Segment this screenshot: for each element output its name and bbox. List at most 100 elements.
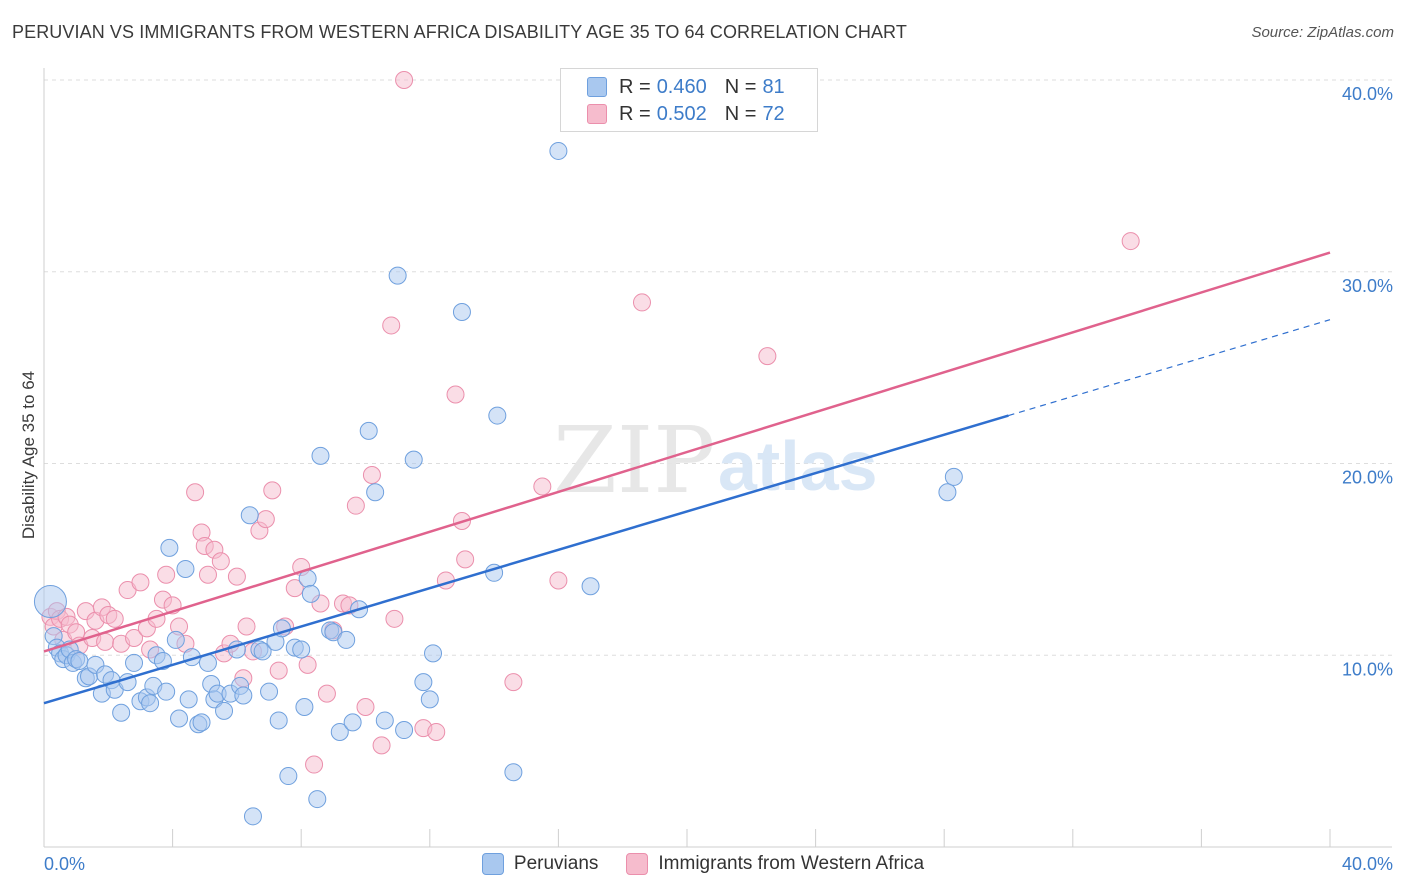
chart-source: Source: ZipAtlas.com bbox=[1251, 24, 1394, 41]
point-peruvians bbox=[253, 642, 272, 661]
point-peruvians bbox=[311, 446, 330, 465]
point-western-africa bbox=[456, 550, 475, 569]
legend-item-peruvians[interactable]: Peruvians bbox=[481, 853, 599, 875]
point-western-africa bbox=[157, 565, 176, 584]
point-peruvians bbox=[337, 630, 356, 649]
watermark-atlas: atlas bbox=[718, 427, 878, 505]
point-western-africa bbox=[385, 609, 404, 628]
legend-row-peruvians: R = 0.460 N = 81 bbox=[587, 75, 785, 99]
point-peruvians bbox=[166, 630, 185, 649]
point-peruvians bbox=[395, 721, 414, 740]
trend-line-peruvians-extension bbox=[1008, 319, 1331, 417]
legend-swatch-western-africa bbox=[587, 104, 607, 124]
point-peruvians bbox=[359, 421, 378, 440]
y-tick-label: 30.0% bbox=[1342, 276, 1393, 296]
point-peruvians bbox=[157, 682, 176, 701]
series-legend: Peruvians Immigrants from Western Africa bbox=[0, 851, 1406, 877]
point-peruvians bbox=[301, 584, 320, 603]
point-western-africa bbox=[237, 617, 256, 636]
legend-label-peruvians: Peruvians bbox=[513, 853, 599, 874]
point-peruvians bbox=[112, 703, 131, 722]
point-peruvians bbox=[125, 653, 144, 672]
y-axis-label: Disability Age 35 to 64 bbox=[19, 371, 38, 539]
point-peruvians bbox=[549, 141, 568, 160]
y-tick-label: 10.0% bbox=[1342, 659, 1393, 679]
legend-n-value: 72 bbox=[762, 102, 785, 125]
y-tick-label: 20.0% bbox=[1342, 468, 1393, 488]
point-western-africa bbox=[427, 722, 446, 741]
legend-r-label: R = bbox=[619, 75, 651, 98]
watermark: ZIP atlas bbox=[553, 407, 878, 514]
legend-r-label: R = bbox=[619, 102, 651, 125]
tick-labels: 10.0% 20.0% 30.0% 40.0% 0.0% 40.0% bbox=[44, 84, 1393, 874]
point-peruvians bbox=[375, 711, 394, 730]
point-peruvians bbox=[404, 450, 423, 469]
legend-swatch-peruvians bbox=[587, 77, 607, 97]
point-western-africa bbox=[131, 573, 150, 592]
x-tick-label: 40.0% bbox=[1342, 854, 1393, 874]
gridlines bbox=[44, 79, 1392, 656]
legend-r-value: 0.502 bbox=[656, 102, 707, 125]
legend-n-label: N = bbox=[724, 75, 757, 98]
point-western-africa bbox=[549, 571, 568, 590]
point-western-africa bbox=[446, 385, 465, 404]
legend-n-value: 81 bbox=[762, 75, 785, 98]
point-peruvians bbox=[944, 467, 963, 486]
point-western-africa bbox=[298, 655, 317, 674]
point-peruvians bbox=[176, 559, 195, 578]
point-western-africa bbox=[186, 483, 205, 502]
point-peruvians bbox=[343, 713, 362, 732]
point-peruvians bbox=[215, 701, 234, 720]
legend-swatch-western-africa bbox=[626, 853, 649, 875]
series-peruvians-points bbox=[33, 141, 963, 826]
point-peruvians bbox=[330, 722, 349, 741]
point-western-africa bbox=[317, 684, 336, 703]
legend-n-label: N = bbox=[724, 102, 757, 125]
legend-swatch-peruvians bbox=[481, 853, 504, 875]
axes bbox=[43, 68, 1392, 848]
point-western-africa bbox=[125, 628, 144, 647]
point-western-africa bbox=[211, 552, 230, 571]
point-peruvians bbox=[279, 767, 298, 786]
point-peruvians bbox=[366, 483, 385, 502]
point-peruvians bbox=[179, 690, 198, 709]
point-peruvians bbox=[160, 538, 179, 557]
y-tick-label: 40.0% bbox=[1342, 84, 1393, 104]
point-peruvians bbox=[292, 640, 311, 659]
point-peruvians bbox=[308, 790, 327, 809]
point-peruvians bbox=[269, 711, 288, 730]
point-western-africa bbox=[372, 736, 391, 755]
point-western-africa bbox=[346, 496, 365, 515]
point-peruvians bbox=[938, 483, 957, 502]
point-western-africa bbox=[285, 579, 304, 598]
point-western-africa bbox=[758, 347, 777, 366]
legend-r-value: 0.460 bbox=[656, 75, 707, 98]
point-peruvians bbox=[488, 406, 507, 425]
correlation-legend: R = 0.460 N = 81 R = 0.502 N = 72 bbox=[560, 68, 818, 132]
point-western-africa bbox=[382, 316, 401, 335]
point-peruvians bbox=[234, 686, 253, 705]
watermark-zip: ZIP bbox=[553, 407, 715, 514]
point-western-africa bbox=[198, 565, 217, 584]
point-peruvians bbox=[452, 303, 471, 322]
point-peruvians bbox=[420, 690, 439, 709]
point-peruvians bbox=[260, 682, 279, 701]
trend-lines bbox=[43, 251, 1331, 705]
point-peruvians bbox=[141, 694, 160, 713]
point-western-africa bbox=[632, 293, 651, 312]
point-western-africa bbox=[362, 466, 381, 485]
point-western-africa bbox=[263, 481, 282, 500]
x-tick-label: 0.0% bbox=[44, 854, 85, 874]
point-western-africa bbox=[533, 477, 552, 496]
legend-item-western-africa[interactable]: Immigrants from Western Africa bbox=[626, 853, 924, 875]
point-peruvians bbox=[170, 709, 189, 728]
legend-label-western-africa: Immigrants from Western Africa bbox=[658, 853, 925, 874]
point-western-africa bbox=[256, 510, 275, 529]
point-peruvians bbox=[192, 713, 211, 732]
point-western-africa bbox=[1121, 232, 1140, 251]
point-peruvians bbox=[504, 763, 523, 782]
trend-line-peruvians bbox=[43, 414, 1009, 705]
trend-line-western-africa bbox=[43, 251, 1331, 653]
point-peruvians bbox=[295, 698, 314, 717]
